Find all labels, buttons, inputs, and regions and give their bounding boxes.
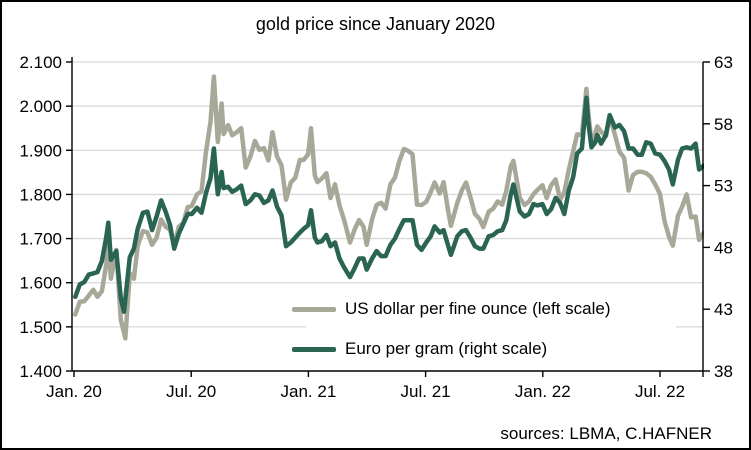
legend-label-usd: US dollar per fine ounce (left scale) xyxy=(345,299,611,318)
right-axis-tick-label: 38 xyxy=(714,362,733,381)
right-axis-tick-label: 63 xyxy=(714,53,733,72)
legend-item-usd: US dollar per fine ounce (left scale) xyxy=(292,299,611,318)
x-axis-tick-label: Jul. 22 xyxy=(635,382,685,401)
eur-series-line xyxy=(73,95,704,314)
left-axis-tick-label: 2.100 xyxy=(19,53,62,72)
left-axis-tick-label: 2.000 xyxy=(19,97,62,116)
left-axis-tick-label: 1.700 xyxy=(19,230,62,249)
x-axis-tick-label: Jan. 22 xyxy=(515,382,571,401)
series-lines xyxy=(73,74,704,341)
right-axis-tick-label: 48 xyxy=(714,238,733,257)
left-axis-tick-label: 1.600 xyxy=(19,274,62,293)
axis-labels: 2.100 2.000 1.900 1.800 1.700 1.600 1.500 1.400… xyxy=(19,53,732,401)
right-axis-tick-label: 58 xyxy=(714,115,733,134)
chart-title: gold price since January 2020 xyxy=(255,14,496,34)
left-axis-tick-label: 1.500 xyxy=(19,318,62,337)
eur-line-swatch xyxy=(292,346,336,352)
left-axis-tick-label: 1.400 xyxy=(19,362,62,381)
axes xyxy=(66,57,710,377)
legend-label-eur: Euro per gram (right scale) xyxy=(345,339,548,358)
left-axis-tick-label: 1.900 xyxy=(19,141,62,160)
x-axis-tick-label: Jan. 20 xyxy=(46,382,102,401)
legend-item-eur: Euro per gram (right scale) xyxy=(292,339,548,358)
x-axis-tick-label: Jan. 21 xyxy=(281,382,337,401)
source-note: sources: LBMA, C.HAFNER xyxy=(500,424,712,443)
left-axis-tick-label: 1.800 xyxy=(19,185,62,204)
x-axis-tick-label: Jul. 21 xyxy=(401,382,451,401)
right-axis-tick-label: 43 xyxy=(714,300,733,319)
right-axis-tick-label: 53 xyxy=(714,177,733,196)
legend-background xyxy=(306,293,676,368)
usd-line-swatch xyxy=(292,306,336,312)
x-axis-tick-label: Jul. 20 xyxy=(166,382,216,401)
